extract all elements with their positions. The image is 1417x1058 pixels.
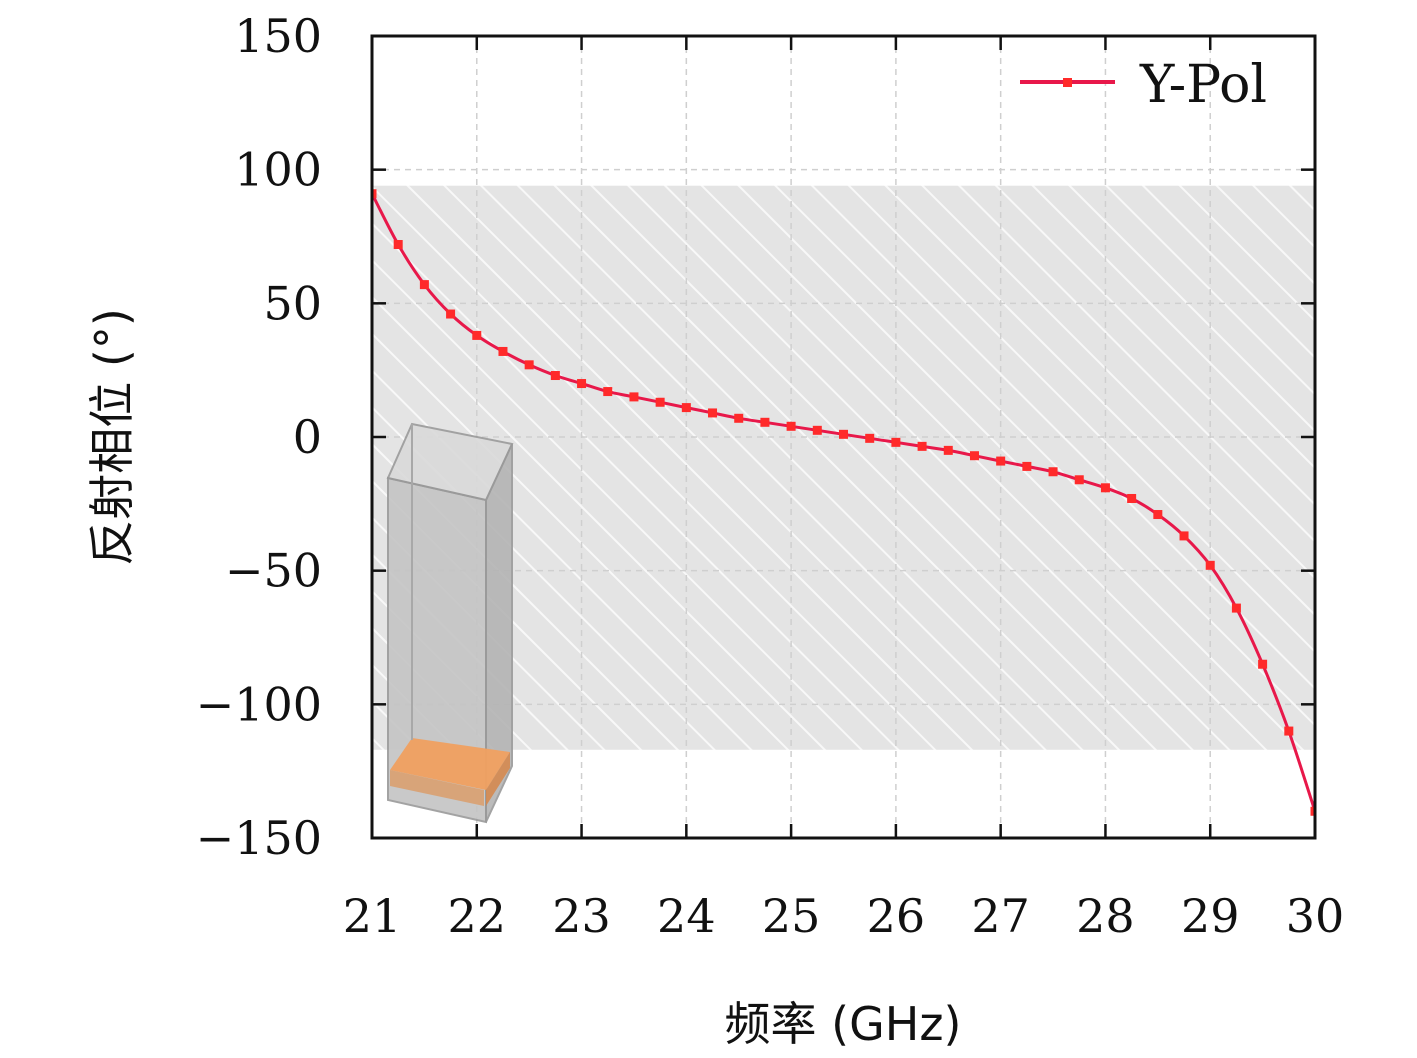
data-point xyxy=(734,413,744,423)
y-tick-label: 100 xyxy=(234,143,322,197)
data-point xyxy=(1074,475,1084,485)
x-tick-label: 24 xyxy=(657,889,716,943)
y-tick-label: −100 xyxy=(196,677,322,731)
x-tick-label: 21 xyxy=(343,889,402,943)
grid xyxy=(372,36,1315,838)
series-layer xyxy=(372,189,1315,816)
legend-label: Y-Pol xyxy=(1139,55,1267,115)
data-point xyxy=(446,309,456,319)
legend-marker xyxy=(1063,78,1072,87)
data-point xyxy=(996,456,1006,466)
axis-ticks xyxy=(370,34,1317,840)
data-point xyxy=(577,379,587,389)
y-tick-label: −150 xyxy=(196,811,322,865)
x-axis-title: 频率 (GHz) xyxy=(725,997,962,1051)
shaded-band xyxy=(372,185,1315,750)
data-point xyxy=(372,189,377,199)
data-point xyxy=(629,392,639,402)
y-tick-label: 150 xyxy=(234,9,322,63)
data-point xyxy=(812,425,822,435)
x-tick-label: 29 xyxy=(1181,889,1240,943)
data-point xyxy=(472,330,482,340)
data-point xyxy=(1205,560,1215,570)
data-point xyxy=(839,429,848,439)
data-point xyxy=(708,408,718,418)
data-point xyxy=(393,240,403,250)
data-point xyxy=(1179,531,1189,541)
x-tick-label: 28 xyxy=(1076,889,1135,943)
data-point xyxy=(1022,461,1032,471)
data-point xyxy=(1258,659,1268,669)
y-axis-title: 反射相位 (°) xyxy=(85,308,139,566)
legend: Y-Pol xyxy=(1020,55,1267,115)
data-point xyxy=(655,397,665,407)
x-tick-label: 26 xyxy=(867,889,926,943)
data-point xyxy=(786,421,796,431)
data-point xyxy=(550,371,560,381)
data-point xyxy=(917,441,927,451)
x-tick-label: 23 xyxy=(552,889,611,943)
data-point xyxy=(1153,510,1163,520)
x-tick-label: 25 xyxy=(762,889,821,943)
tick-labels: 21 22 23 24 25 26 27 28 29 30 150 100 50 0 −50 −100 −150 xyxy=(196,9,1345,943)
data-point xyxy=(1284,726,1294,736)
y-tick-label: 50 xyxy=(263,276,322,330)
x-tick-label: 22 xyxy=(448,889,507,943)
data-point xyxy=(1310,806,1315,816)
data-point xyxy=(943,445,953,455)
data-point xyxy=(969,451,979,461)
data-point xyxy=(1100,483,1110,493)
data-point xyxy=(865,433,875,443)
y-tick-label: 0 xyxy=(293,410,322,464)
data-point xyxy=(419,280,429,290)
data-point xyxy=(891,437,901,447)
data-point xyxy=(498,346,508,356)
data-point xyxy=(1048,467,1058,477)
data-point xyxy=(1231,603,1241,613)
unit-cell-inset xyxy=(386,422,514,824)
x-tick-label: 27 xyxy=(971,889,1030,943)
data-point xyxy=(524,360,534,370)
x-tick-label: 30 xyxy=(1286,889,1345,943)
data-point xyxy=(681,403,691,413)
y-tick-label: −50 xyxy=(225,544,322,598)
data-point xyxy=(603,387,613,397)
data-point xyxy=(760,417,770,427)
data-point xyxy=(1127,493,1137,503)
